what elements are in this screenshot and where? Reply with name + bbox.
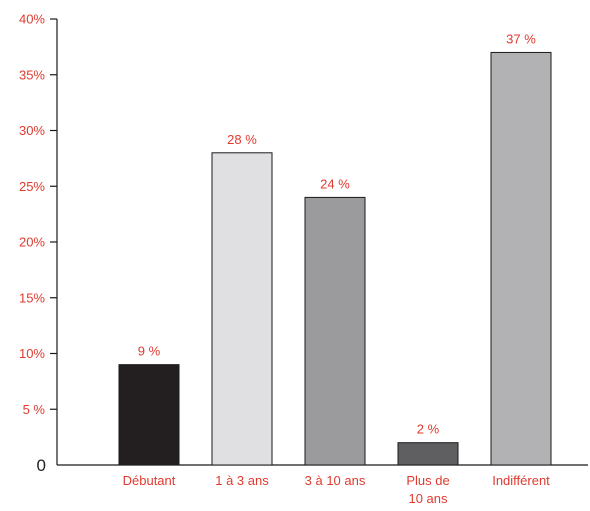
bar — [304, 196, 366, 466]
y-tick-label: 20% — [19, 235, 45, 250]
data-label: 2 % — [417, 422, 440, 437]
y-tick-label: 5 % — [23, 402, 46, 417]
y-tick-label: 0 — [37, 456, 46, 475]
y-tick-label: 35% — [19, 67, 45, 82]
data-label: 28 % — [227, 132, 257, 147]
y-axis: 0 5 % 10% 15% 20% 25% 30% 35% 40% — [19, 12, 58, 475]
y-tick-label: 40% — [19, 12, 45, 27]
y-tick-label: 10% — [19, 346, 45, 361]
y-tick-label: 25% — [19, 179, 45, 194]
data-label: 24 % — [320, 176, 350, 191]
bars — [118, 51, 552, 466]
category-labels: Débutant 1 à 3 ans 3 à 10 ans Plus de 10 ans… — [123, 473, 551, 506]
y-tick-label: 15% — [19, 290, 45, 305]
category-label: Indifférent — [492, 473, 550, 488]
bar — [397, 442, 459, 466]
data-label: 9 % — [138, 344, 161, 359]
bar — [211, 152, 273, 466]
data-label: 37 % — [506, 31, 536, 46]
bar — [118, 364, 180, 466]
data-labels: 9 % 28 % 24 % 2 % 37 % — [138, 31, 536, 436]
y-tick-label: 30% — [19, 123, 45, 138]
category-label: 3 à 10 ans — [305, 473, 366, 488]
category-label: 1 à 3 ans — [215, 473, 269, 488]
category-label: Plus de 10 ans — [406, 473, 449, 506]
bar — [490, 51, 552, 466]
category-label: Débutant — [123, 473, 176, 488]
